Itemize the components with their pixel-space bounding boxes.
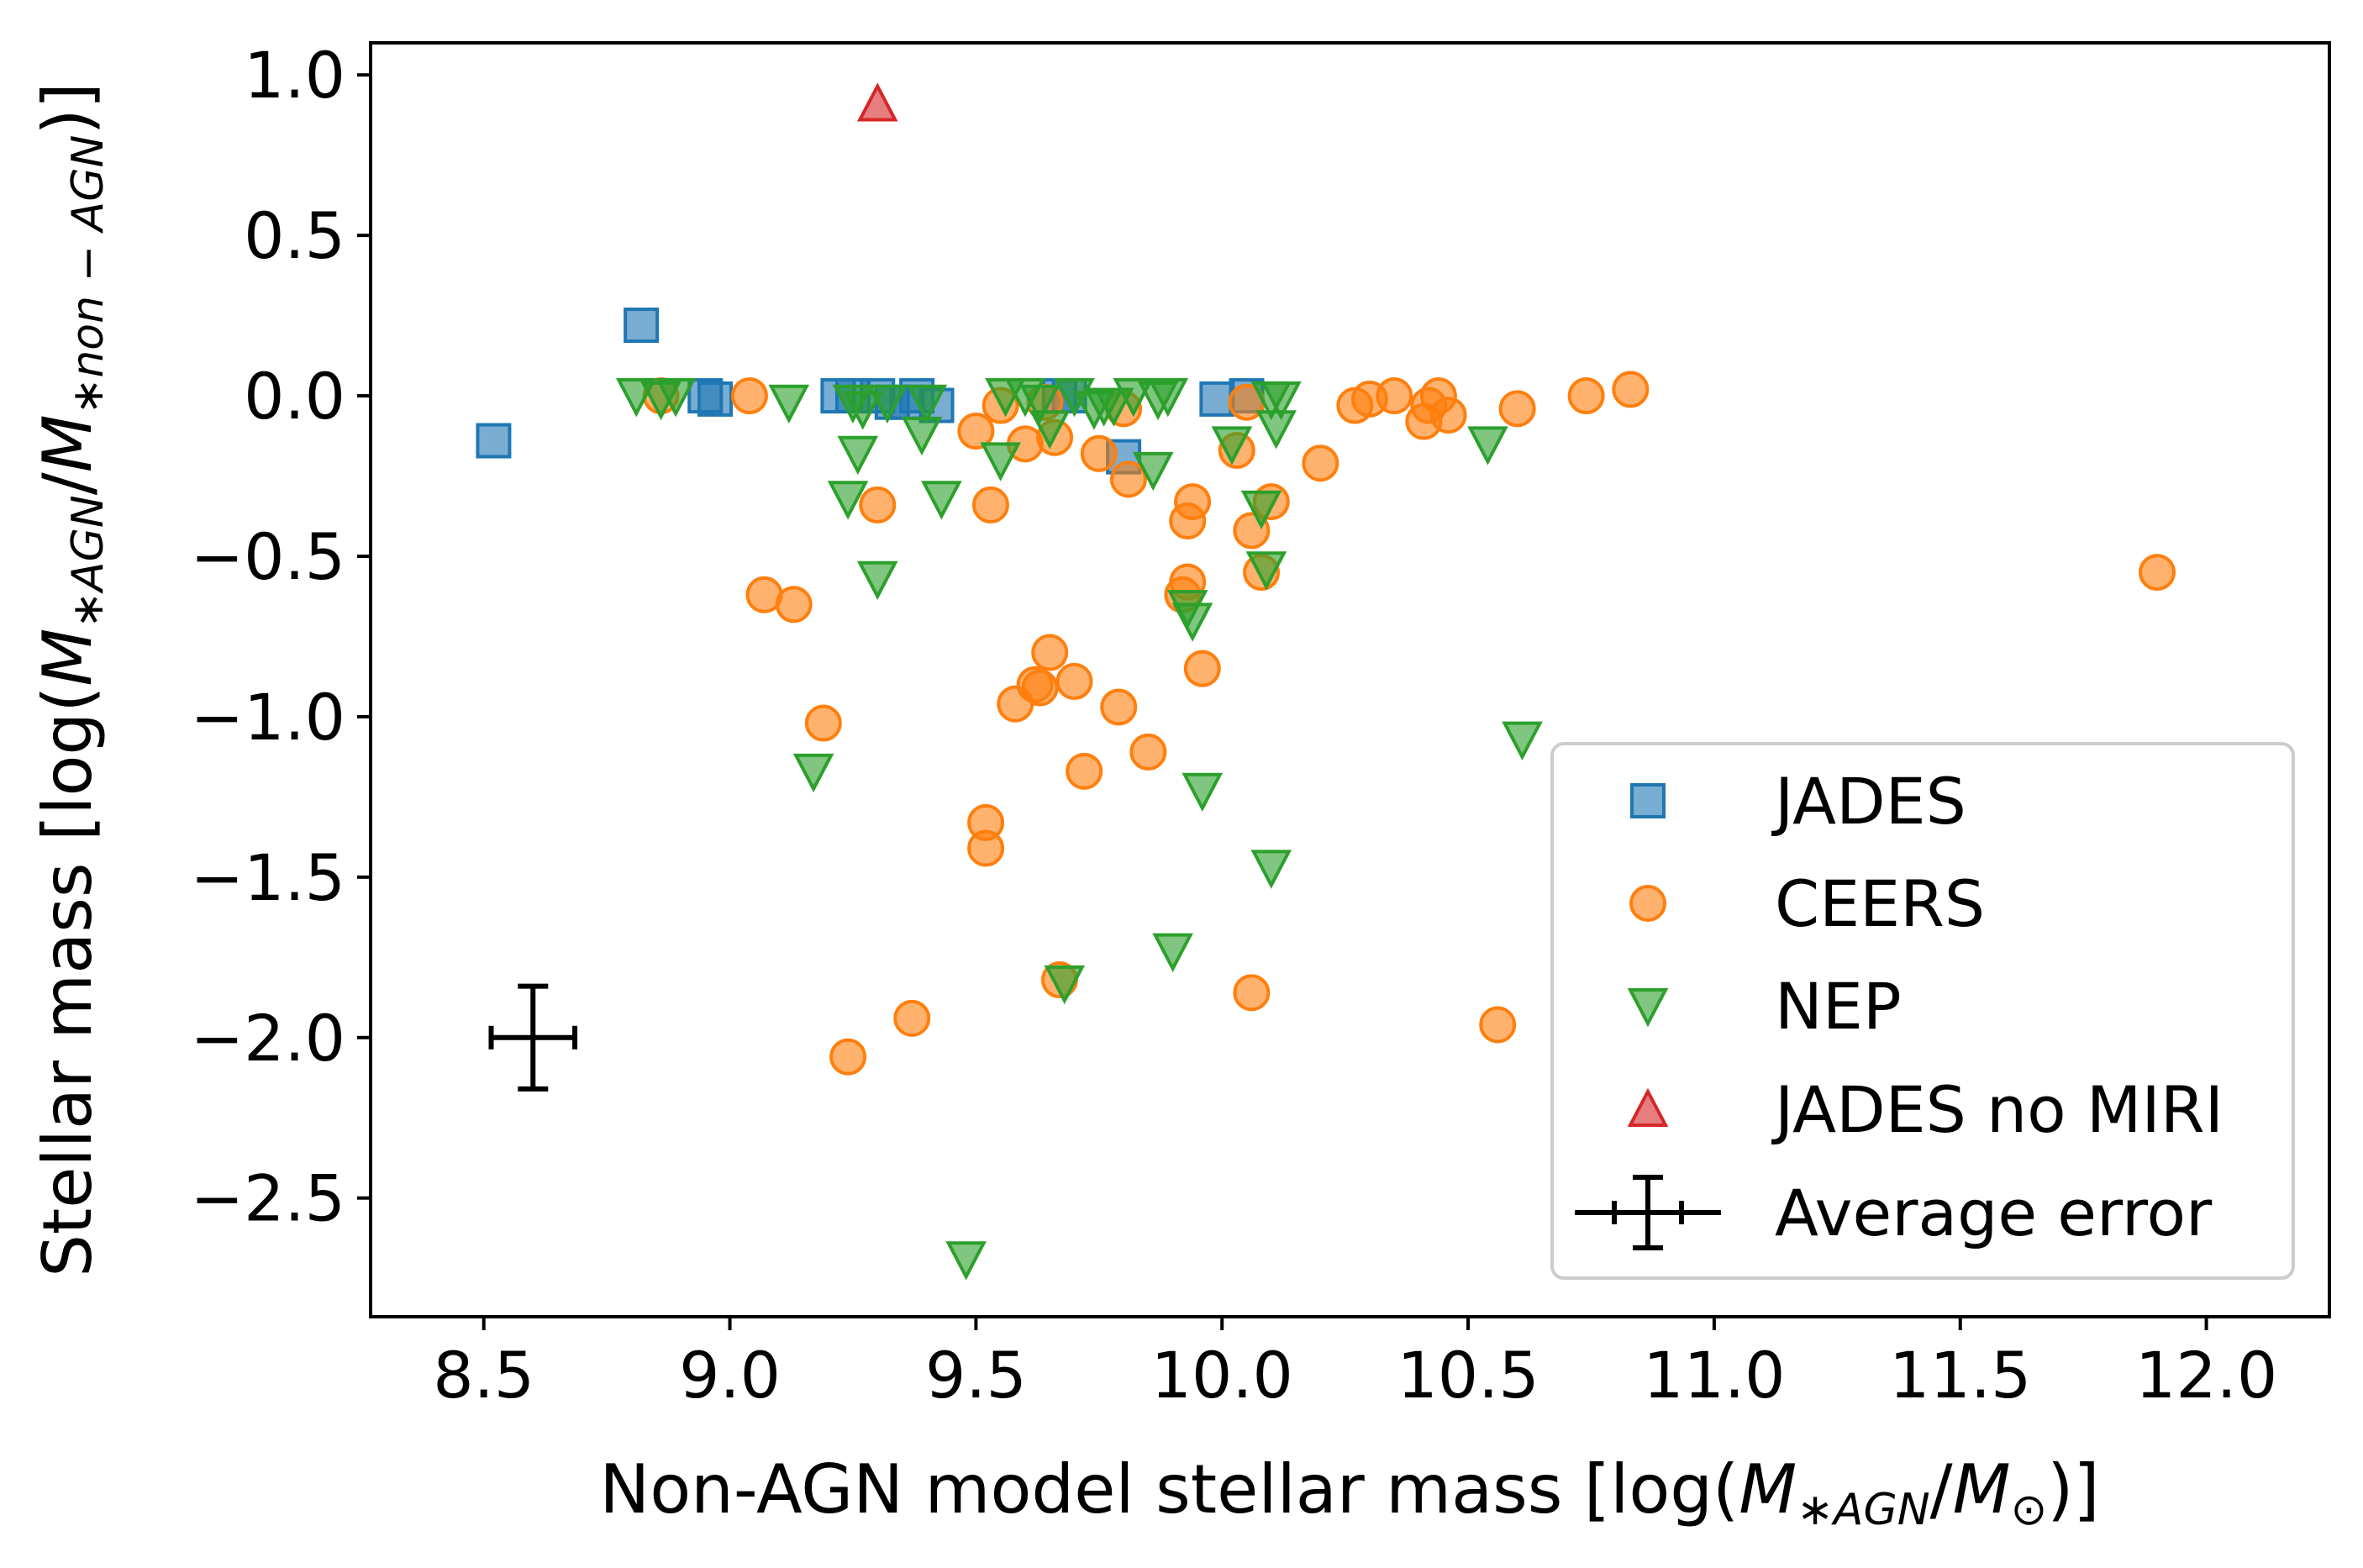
nep-point <box>837 435 879 476</box>
nep-point <box>1245 551 1287 591</box>
legend-marker-jades <box>1630 783 1666 818</box>
legend-label-jades-no-miri: JADES no MIRI <box>1771 1072 2224 1147</box>
y-tick-label: −1.0 <box>190 680 345 755</box>
legend-label-average-error: Average error <box>1775 1176 2213 1250</box>
ceers-point <box>1129 733 1167 771</box>
x-tick-label: 9.5 <box>925 1338 1027 1413</box>
nep-point <box>866 384 908 424</box>
ceers-point <box>1100 688 1138 726</box>
nep-point <box>906 384 948 424</box>
ceers-point <box>1498 390 1536 428</box>
plot-frame <box>369 41 2331 1318</box>
ceers-point <box>1376 377 1413 415</box>
ceers-point <box>1055 662 1093 700</box>
nep-point <box>1250 850 1292 889</box>
jades-point <box>476 423 512 459</box>
legend-label-jades: JADES <box>1771 764 1966 839</box>
jades-point <box>1199 381 1235 417</box>
x-tick-label: 10.5 <box>1397 1338 1539 1413</box>
ceers-point <box>1567 377 1605 415</box>
nep-point <box>1171 602 1213 642</box>
nep-point <box>792 753 834 793</box>
x-tick-label: 8.5 <box>433 1338 534 1413</box>
y-axis: 1.0 0.5 0.0 −0.5 −1.0 −1.5 −2.0 −2.5 <box>190 38 371 1236</box>
legend-box <box>1550 742 2295 1280</box>
nep-point <box>768 384 810 424</box>
nep-point <box>1211 426 1253 466</box>
ceers-point <box>1612 371 1650 408</box>
nep-point <box>945 1241 987 1281</box>
ceers-point <box>1109 460 1147 498</box>
legend: JADES CEERS NEP JADES no MIRI Average error <box>1550 742 2295 1280</box>
nep-point <box>1182 772 1224 813</box>
nep-point <box>1260 381 1302 421</box>
nep-point <box>1093 387 1134 427</box>
nep-point <box>1019 384 1060 424</box>
ceers-point <box>1479 1006 1517 1044</box>
nep-point <box>921 481 962 520</box>
x-tick-label: 9.0 <box>679 1338 781 1413</box>
ceers-point <box>1302 445 1339 482</box>
legend-label-nep: NEP <box>1775 969 1902 1044</box>
average-error-marker <box>488 983 578 1092</box>
ceers-point <box>893 999 931 1037</box>
nep-point <box>1152 933 1193 972</box>
y-tick-label: −2.0 <box>190 1001 345 1076</box>
x-tick-label: 10.0 <box>1151 1338 1293 1413</box>
x-tick-label: 11.0 <box>1643 1338 1785 1413</box>
nep-point <box>1255 410 1297 450</box>
data-points <box>476 82 2176 1281</box>
legend-marker-nep <box>1627 988 1669 1028</box>
nep-point <box>1467 426 1508 466</box>
ceers-point <box>2139 554 2176 592</box>
ceers-point <box>730 377 768 415</box>
y-tick-label: 0.5 <box>244 198 345 273</box>
ceers-point <box>1031 634 1069 671</box>
jades-point <box>697 381 733 417</box>
x-tick-label: 11.5 <box>1889 1338 2031 1413</box>
legend-marker-jades-no-miri <box>1627 1087 1669 1127</box>
y-tick-label: 1.0 <box>244 38 345 113</box>
ceers-point <box>859 486 897 524</box>
ceers-point <box>775 586 813 624</box>
y-tick-label: −0.5 <box>190 519 345 594</box>
y-tick-label: 0.0 <box>244 359 345 434</box>
ceers-point <box>971 486 1009 524</box>
ceers-point <box>1174 483 1212 521</box>
nep-point <box>1029 410 1071 450</box>
x-axis-label: Non-AGN model stellar mass [log(M∗AGN/M⊙… <box>599 1450 2099 1535</box>
y-tick-label: −1.5 <box>190 840 345 915</box>
y-axis-label: Stellar mass [log(M∗AGN/M∗non − AGN)] <box>29 82 113 1277</box>
nep-point <box>980 442 1021 481</box>
nep-point <box>856 560 898 601</box>
ceers-point <box>1021 669 1059 707</box>
nep-point <box>1147 378 1189 418</box>
ceers-point <box>1183 650 1221 687</box>
nep-point <box>901 416 943 456</box>
ceers-point <box>957 413 995 450</box>
ceers-point <box>804 704 842 742</box>
nep-point <box>1132 451 1174 492</box>
ceers-point <box>829 1038 867 1076</box>
nep-point <box>1502 721 1543 760</box>
ceers-point <box>1066 752 1103 790</box>
y-tick-label: −2.5 <box>190 1161 345 1236</box>
nep-point <box>1044 965 1086 1005</box>
legend-label-ceers: CEERS <box>1775 866 1985 941</box>
jades-point <box>624 308 660 344</box>
ceers-point <box>1429 396 1467 434</box>
nep-point <box>842 391 883 430</box>
jades-no-miri-point <box>856 82 898 122</box>
legend-marker-ceers <box>1629 885 1666 922</box>
x-axis: 8.5 9.0 9.5 10.0 10.5 11.0 11.5 12.0 <box>433 1317 2277 1413</box>
nep-point <box>655 378 697 418</box>
x-tick-label: 12.0 <box>2135 1338 2277 1413</box>
ceers-point <box>967 829 1005 867</box>
ceers-point <box>1080 434 1118 472</box>
nep-point <box>1240 490 1282 530</box>
nep-point <box>827 481 869 520</box>
ceers-point <box>1233 974 1271 1012</box>
